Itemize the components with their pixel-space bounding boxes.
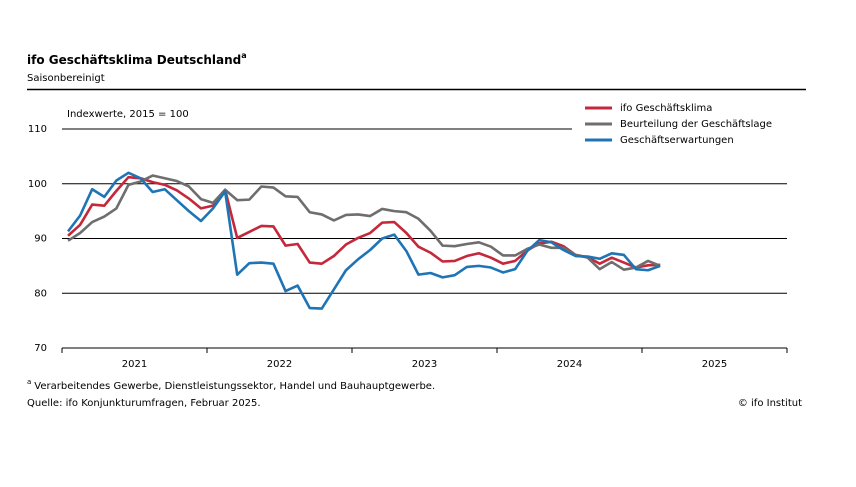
legend-label: Geschäftserwartungen [620, 135, 734, 146]
title-footnote-mark: a [241, 51, 246, 60]
y-tick-label: 100 [28, 179, 47, 190]
footnote-text: Verarbeitendes Gewerbe, Dienstleistungss… [34, 381, 435, 392]
legend-label: Beurteilung der Geschäftslage [620, 119, 772, 130]
subtitle: Saisonbereinigt [27, 73, 105, 84]
y-tick-label: 70 [34, 343, 47, 354]
source: Quelle: ifo Konjunkturumfragen, Februar … [27, 398, 261, 409]
x-tick-label: 2021 [122, 359, 147, 370]
credit: © ifo Institut [738, 398, 802, 409]
x-tick-label: 2025 [702, 359, 727, 370]
chart-title: ifo Geschäftsklima Deutschlanda [27, 51, 247, 67]
x-tick-label: 2023 [412, 359, 437, 370]
x-tick-label: 2022 [267, 359, 292, 370]
title-text: ifo Geschäftsklima Deutschland [27, 53, 241, 67]
series-line [67, 175, 661, 269]
legend-label: ifo Geschäftsklima [620, 103, 712, 114]
y-tick-label: 110 [28, 124, 47, 135]
series-line [67, 171, 661, 310]
y-tick-label: 80 [34, 288, 47, 299]
y-axis-label: Indexwerte, 2015 = 100 [67, 109, 189, 120]
footnote: a Verarbeitendes Gewerbe, Dienstleistungs… [27, 378, 435, 392]
y-tick-label: 90 [34, 234, 47, 245]
footnote-mark: a [27, 378, 31, 386]
x-tick-label: 2024 [557, 359, 582, 370]
